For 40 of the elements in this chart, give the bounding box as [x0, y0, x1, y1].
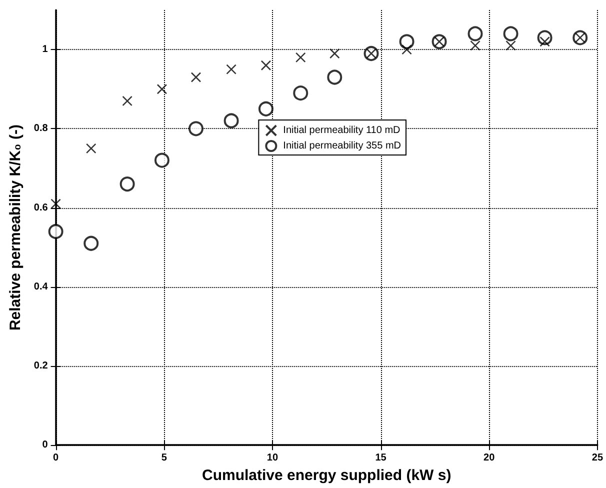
y-tick-label: 0	[42, 440, 48, 451]
point	[258, 101, 274, 116]
point	[293, 86, 308, 101]
point	[226, 64, 236, 74]
point	[120, 176, 135, 192]
legend-label: Initial permeability 110 mD	[283, 125, 400, 136]
point	[506, 40, 516, 51]
point	[399, 34, 414, 50]
point	[156, 84, 168, 94]
x-axis-title: Cumulative energy supplied (kW s)	[202, 467, 452, 484]
y-tick-label: 0.8	[34, 123, 48, 134]
point	[329, 48, 340, 59]
point	[470, 40, 480, 51]
y-tick-label: 0.6	[34, 202, 48, 214]
point	[188, 121, 204, 136]
point	[50, 198, 61, 209]
x-tick-label: 15	[375, 452, 387, 464]
x-tick-label: 0	[53, 452, 60, 464]
x-tick-label: 10	[266, 452, 278, 464]
y-tick-label: 0.4	[34, 281, 48, 292]
point	[295, 52, 306, 63]
x-tick-label: 20	[484, 452, 496, 464]
point	[402, 44, 412, 55]
x-tick-label: 5	[161, 452, 168, 464]
point	[48, 224, 64, 239]
point	[260, 60, 272, 71]
y-axis-title: Relative permeability K/K₀ (-)	[7, 124, 24, 331]
point	[154, 152, 170, 168]
point	[84, 236, 99, 251]
point	[190, 72, 202, 82]
x-tick-label: 25	[592, 452, 604, 464]
point	[122, 96, 132, 106]
legend-label: Initial permeability 355 mD	[283, 140, 401, 152]
y-tick-label: 0.2	[34, 360, 48, 372]
point	[468, 26, 483, 42]
point	[86, 143, 96, 154]
y-tick-label: 1	[42, 44, 48, 56]
point	[503, 26, 518, 42]
point	[327, 70, 342, 85]
point	[224, 113, 239, 128]
